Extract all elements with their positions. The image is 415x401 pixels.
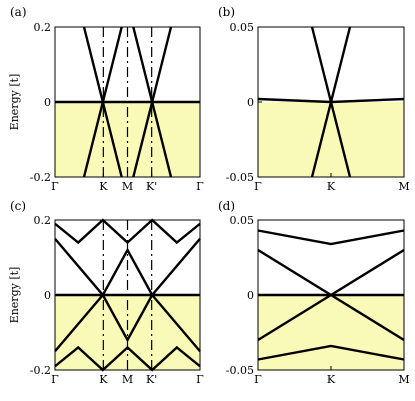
y-axis-label: Energy [t] [8, 267, 21, 324]
y-tick-label: -0.2 [30, 171, 51, 184]
panel-4: 0.05 0 -0.05Γ K M (d) [218, 199, 410, 386]
x-tick-label: K [99, 373, 108, 386]
x-tick-label: M [398, 373, 409, 386]
y-tick-label: 0.05 [230, 214, 255, 227]
x-tick-label: Γ [51, 180, 59, 193]
y-tick-label: -0.05 [226, 364, 254, 377]
x-tick-label: K' [146, 180, 157, 193]
y-tick-label: 0 [247, 289, 254, 302]
y-tick-label: 0.05 [230, 21, 255, 34]
series-line-5 [54, 345, 201, 372]
x-tick-label: Γ [254, 373, 262, 386]
x-tick-label: Γ [51, 373, 59, 386]
panel-1: 0.20-0.2Γ K M K' Γ(a)Energy [t] [8, 5, 204, 193]
y-tick-label: -0.2 [30, 364, 51, 377]
series-line-5 [132, 101, 173, 178]
x-tick-label: M [398, 180, 409, 193]
x-tick-label: Γ [254, 180, 262, 193]
y-tick-label: 0 [44, 96, 51, 109]
panel-label: (c) [10, 199, 26, 213]
series-line-4 [54, 218, 201, 245]
series-line-2 [54, 237, 201, 298]
y-tick-label: 0 [44, 289, 51, 302]
filled-band [258, 102, 404, 177]
x-tick-label: M [122, 180, 133, 193]
y-tick-label: 0.2 [34, 214, 52, 227]
series-line-3 [82, 101, 123, 178]
x-tick-label: M [122, 373, 133, 386]
filled-band [258, 295, 404, 370]
series-line-3 [54, 292, 201, 353]
y-tick-label: -0.05 [226, 171, 254, 184]
series-line-2 [257, 344, 405, 361]
panel-2: 0.05 0 -0.05Γ K M (b) [218, 5, 410, 193]
x-tick-label: K [327, 373, 336, 386]
x-tick-label: K [99, 180, 108, 193]
panel-3: 0.20-0.2Γ K M K' Γ(c)Energy [t] [8, 199, 204, 386]
x-tick-label: K' [146, 373, 157, 386]
x-tick-label: Γ [196, 180, 204, 193]
panel-label: (b) [218, 5, 235, 19]
x-tick-label: Γ [196, 373, 204, 386]
panel-label: (d) [218, 199, 235, 213]
panel-label: (a) [10, 5, 27, 19]
series-line-3 [310, 26, 352, 178]
x-tick-label: K [327, 180, 336, 193]
y-axis-label: Energy [t] [8, 74, 21, 131]
y-tick-label: 0.2 [34, 21, 52, 34]
series-line-1 [257, 229, 405, 246]
y-tick-label: 0 [247, 96, 254, 109]
series-line-5 [257, 248, 405, 342]
